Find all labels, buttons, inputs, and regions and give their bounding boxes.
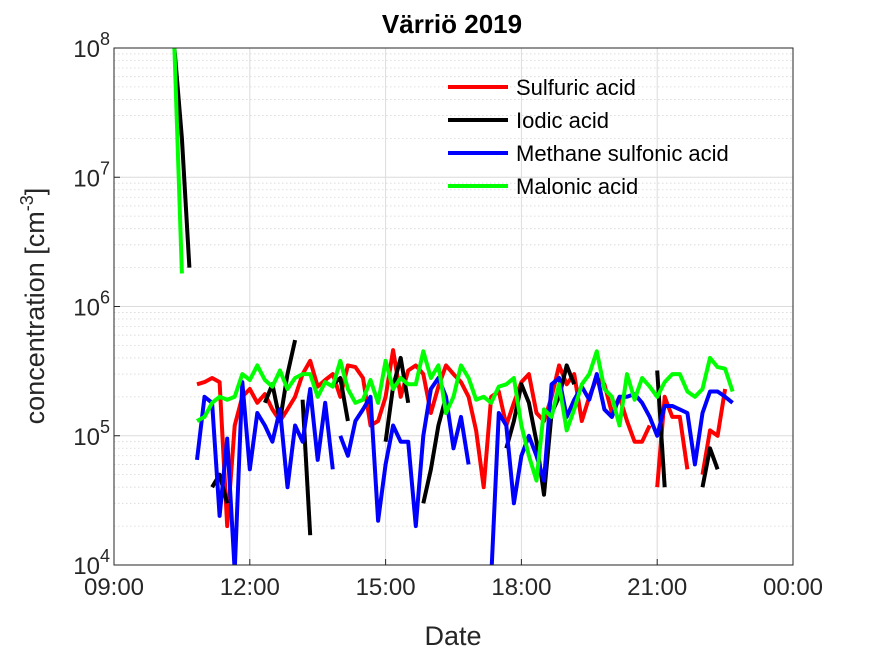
x-tick-label: 15:00 (356, 574, 416, 601)
y-tick-base: 10 (73, 36, 100, 63)
series-line (700, 388, 728, 476)
y-tick-exponent: 5 (100, 417, 110, 437)
y-tick-exponent: 7 (100, 158, 110, 178)
series-line (700, 446, 720, 488)
y-tick-label: 107 (73, 158, 110, 192)
y-tick-label: 105 (73, 417, 110, 451)
y-axis-label-main: concentration [cm (20, 211, 50, 424)
y-tick-exponent: 6 (100, 288, 110, 308)
legend-label: Malonic acid (516, 174, 638, 199)
y-tick-base: 10 (73, 295, 100, 322)
y-axis-label: concentration [cm-3] (17, 188, 50, 425)
y-tick-base: 10 (73, 553, 100, 580)
y-tick-base: 10 (73, 165, 100, 192)
x-tick-label: 21:00 (627, 574, 687, 601)
y-tick-exponent: 8 (100, 29, 110, 49)
series-malonic-acid (172, 48, 735, 483)
legend-label: Sulfuric acid (516, 75, 636, 100)
series-line (196, 348, 652, 529)
x-tick-labels: 09:00 12:00 15:00 18:00 21:00 00:00 (84, 559, 823, 601)
x-tick-label: 18:00 (491, 574, 551, 601)
y-axis-label-suffix: ] (20, 188, 50, 196)
y-tick-label: 106 (73, 288, 110, 322)
y-tick-label: 104 (73, 546, 110, 580)
series-line (172, 48, 184, 274)
y-tick-base: 10 (73, 424, 100, 451)
series-line (196, 349, 735, 483)
x-tick-label: 12:00 (220, 574, 280, 601)
legend-label: Methane sulfonic acid (516, 141, 729, 166)
y-tick-label: 108 (73, 29, 110, 63)
series-line (195, 380, 335, 565)
legend-label: Iodic acid (516, 108, 609, 133)
x-tick-label: 09:00 (84, 574, 144, 601)
x-axis-label: Date (424, 621, 481, 651)
x-tick-label: 00:00 (763, 574, 823, 601)
y-axis-label-exponent: -3 (17, 195, 37, 211)
series-layer (172, 48, 735, 565)
series-line (421, 396, 448, 504)
series-line (338, 376, 471, 529)
legend: Sulfuric acid Iodic acid Methane sulfonic … (448, 75, 729, 199)
chart-title: Värriö 2019 (382, 9, 522, 39)
series-line (210, 472, 230, 504)
y-tick-exponent: 4 (100, 546, 110, 566)
